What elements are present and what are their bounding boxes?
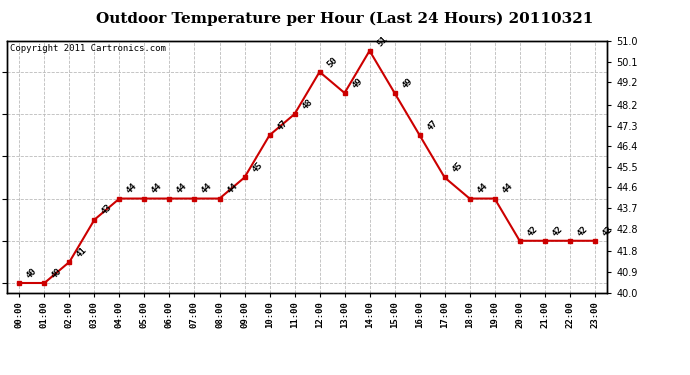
Text: 47: 47 [425,118,439,132]
Text: 40: 40 [50,266,64,280]
Text: 41: 41 [75,245,89,259]
Text: 44: 44 [500,182,514,196]
Text: 51: 51 [375,34,389,48]
Text: 40: 40 [25,266,39,280]
Text: 44: 44 [125,182,139,196]
Text: 44: 44 [225,182,239,196]
Text: 44: 44 [475,182,489,196]
Text: 43: 43 [100,203,114,217]
Text: 49: 49 [350,76,364,90]
Text: Outdoor Temperature per Hour (Last 24 Hours) 20110321: Outdoor Temperature per Hour (Last 24 Ho… [97,11,593,26]
Text: 48: 48 [300,98,314,111]
Text: 44: 44 [200,182,214,196]
Text: 42: 42 [550,224,564,238]
Text: 44: 44 [175,182,189,196]
Text: 44: 44 [150,182,164,196]
Text: Copyright 2011 Cartronics.com: Copyright 2011 Cartronics.com [10,44,166,53]
Text: 45: 45 [250,161,264,175]
Text: 50: 50 [325,55,339,69]
Text: 42: 42 [525,224,539,238]
Text: 47: 47 [275,118,289,132]
Text: 49: 49 [400,76,414,90]
Text: 45: 45 [450,161,464,175]
Text: 42: 42 [575,224,589,238]
Text: 42: 42 [600,224,614,238]
